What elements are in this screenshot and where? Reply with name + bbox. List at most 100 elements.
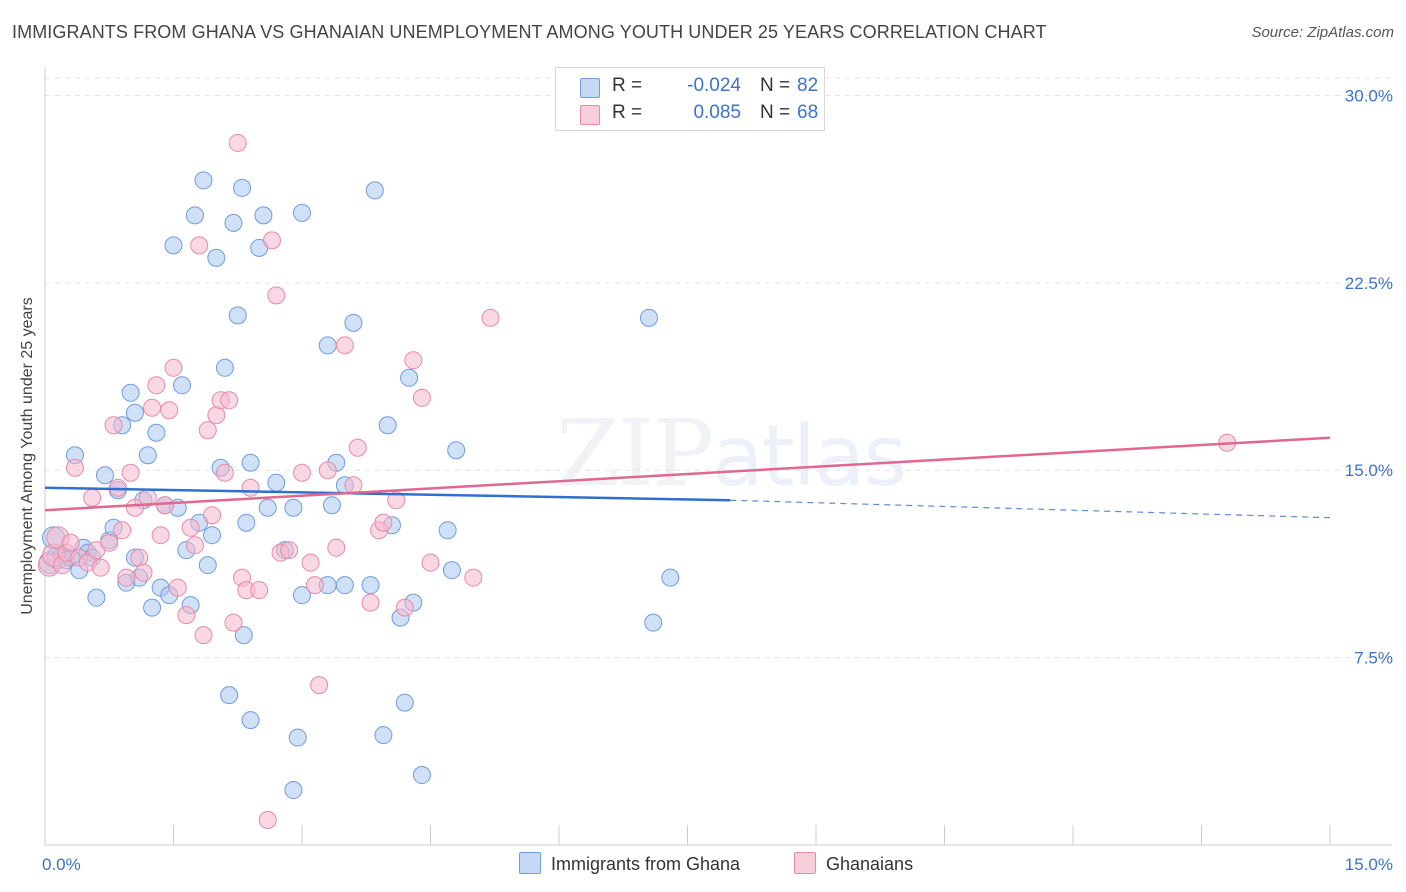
ghanaian-point — [335, 336, 354, 355]
ghana-immigrant-point — [644, 613, 663, 632]
ghana-immigrant-point — [361, 576, 380, 595]
legend-label: Ghanaians — [826, 854, 914, 874]
ghanaian-point — [224, 613, 243, 632]
ghana-immigrant-point — [138, 446, 157, 465]
ghana-immigrant-point — [639, 308, 658, 327]
y-tick-label: 30.0% — [1345, 86, 1393, 105]
ghana-immigrant-point — [335, 576, 354, 595]
ghana-immigrant-point — [284, 498, 303, 517]
ghanaian-point — [305, 576, 324, 595]
y-tick-label: 15.0% — [1345, 461, 1393, 480]
ghanaian-point — [318, 461, 337, 480]
ghana-immigrant-point — [322, 496, 341, 515]
ghana-immigrant-point — [87, 588, 106, 607]
correlation-legend: R = -0.024 N = 82 R = 0.085 N = 68 — [555, 67, 825, 131]
ghanaian-point — [121, 463, 140, 482]
ghanaian-point — [228, 133, 247, 152]
ghanaian-point — [215, 463, 234, 482]
ghanaian-point — [395, 598, 414, 617]
ghanaian-point — [344, 476, 363, 495]
ghanaian-point — [181, 518, 200, 537]
ghana-immigrant-point — [143, 598, 162, 617]
ghanaian-point — [61, 533, 80, 552]
ghana-immigrant-point — [374, 726, 393, 745]
ghanaian-point — [280, 541, 299, 560]
ghanaian-point — [177, 606, 196, 625]
ghanaian-point — [164, 358, 183, 377]
ghana-immigrant-point — [378, 416, 397, 435]
ghanaian-point — [263, 231, 282, 250]
y-tick-label: 7.5% — [1354, 649, 1393, 668]
n-value: 82 — [797, 75, 819, 96]
ghanaian-point — [190, 236, 209, 255]
y-tick-label: 22.5% — [1345, 274, 1393, 293]
watermark-zip: ZIP — [556, 400, 714, 507]
ghanaian-point — [361, 593, 380, 612]
ghanaian-point — [198, 421, 217, 440]
ghana-immigrant-point — [95, 466, 114, 485]
ghanaian-point — [113, 521, 132, 540]
ghanaian-point — [117, 568, 136, 587]
ghana-immigrant-point — [293, 586, 311, 605]
r-label: R = — [612, 75, 643, 96]
ghanaian-point — [327, 538, 346, 557]
ghana-immigrant-point — [173, 376, 192, 395]
ghana-immigrant-point — [198, 556, 217, 575]
ghana-immigrant-point — [442, 561, 461, 580]
ghanaian-point — [481, 308, 500, 327]
ghana-immigrant-point — [241, 453, 260, 472]
ghanaian-point — [185, 536, 204, 555]
ghanaian-point — [104, 416, 123, 435]
r-value: 0.085 — [693, 102, 741, 123]
ghana-immigrant-point — [318, 336, 337, 355]
ghanaian-point — [83, 488, 102, 507]
ghana-immigrant-point — [121, 383, 140, 402]
n-label: N = — [760, 75, 791, 96]
r-value: -0.024 — [687, 75, 741, 96]
x-tick-label-min: 0.0% — [42, 855, 81, 874]
ghanaian-point — [241, 478, 260, 497]
legend-item-immigrants-from-ghana: Immigrants from Ghana — [519, 852, 740, 875]
ghanaian-point — [374, 513, 393, 532]
ghana-immigrant-point — [237, 513, 256, 532]
ghanaian-point — [160, 401, 179, 420]
ghana-immigrant-point — [185, 206, 204, 225]
ghanaians-trendline — [44, 436, 1331, 512]
x-tick-label-max: 15.0% — [1345, 855, 1393, 874]
ghanaian-point — [143, 398, 162, 417]
ghanaian-point — [310, 676, 329, 695]
legend-item-ghanaians: Ghanaians — [794, 852, 913, 875]
ghanaian-point — [151, 526, 170, 545]
ghana-immigrant-point — [267, 473, 286, 492]
zipatlas-watermark: ZIPatlas — [556, 400, 907, 507]
ghanaian-point — [220, 391, 239, 410]
ghanaian-point — [293, 463, 311, 482]
ghana-immigrant-point — [241, 711, 260, 730]
ghana-immigrant-point — [194, 171, 213, 190]
ghana-immigrant-point — [234, 626, 253, 645]
ghanaian-point — [134, 563, 153, 582]
ghanaian-point — [207, 406, 226, 425]
ghana-immigrant-point — [254, 206, 273, 225]
ghana-immigrant-point — [164, 236, 183, 255]
ghana-immigrant-point — [233, 178, 252, 197]
ghanaian-point — [147, 376, 166, 395]
ghanaian-point — [348, 438, 367, 457]
ghana-immigrants-trendline — [44, 486, 731, 502]
ghanaian-point — [464, 568, 483, 587]
ghana-immigrant-point — [125, 403, 144, 422]
ghanaian-point — [168, 578, 187, 597]
ghana-immigrant-point — [147, 423, 166, 442]
ghanaian-point — [65, 458, 84, 477]
legend-label: Immigrants from Ghana — [551, 854, 741, 874]
ghanaian-point — [130, 548, 149, 567]
blue-swatch — [580, 78, 600, 98]
chart-title: IMMIGRANTS FROM GHANA VS GHANAIAN UNEMPL… — [12, 22, 1047, 42]
ghana-immigrant-point — [293, 203, 311, 222]
n-value: 68 — [797, 102, 819, 123]
ghanaian-point — [250, 581, 269, 600]
r-label: R = — [612, 102, 643, 123]
pink-swatch — [794, 852, 816, 874]
ghana-immigrant-point — [224, 213, 243, 232]
